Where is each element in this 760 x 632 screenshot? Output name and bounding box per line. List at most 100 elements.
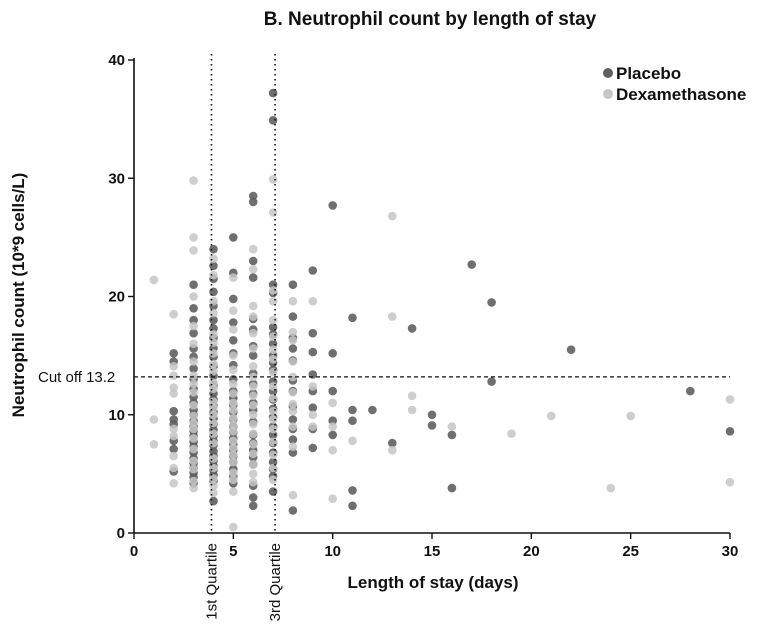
placebo-point (209, 287, 218, 297)
placebo-point (348, 405, 357, 415)
dexamethasone-point (388, 211, 397, 221)
dexamethasone-point (189, 424, 198, 434)
dexamethasone-point (189, 233, 198, 242)
x-tick-label: 20 (523, 543, 540, 560)
dexamethasone-point (308, 296, 318, 306)
legend-marker-dexamethasone (603, 89, 613, 99)
dexamethasone-point (288, 388, 298, 397)
dexamethasone-point (248, 244, 258, 254)
placebo-point (268, 280, 278, 290)
placebo-point (169, 349, 178, 358)
dexamethasone-point (189, 371, 198, 381)
placebo-point (368, 405, 377, 415)
dexamethasone-point (268, 296, 278, 306)
dexamethasone-point (229, 398, 238, 408)
dexamethasone-point (209, 330, 218, 339)
legend-marker-placebo (603, 68, 613, 78)
x-tick-label: 5 (229, 543, 237, 560)
dexamethasone-point (229, 351, 238, 360)
dexamethasone-point (229, 273, 238, 282)
placebo-point (447, 483, 457, 493)
placebo-point (487, 377, 496, 386)
dexamethasone-point (209, 254, 218, 263)
dexamethasone-point (288, 372, 298, 382)
placebo-point (189, 364, 198, 373)
dexamethasone-point (169, 431, 178, 441)
dexamethasone-point (268, 315, 278, 325)
placebo-point (248, 256, 258, 266)
dexamethasone-point (328, 445, 338, 455)
placebo-point (427, 421, 437, 430)
dexamethasone-point (248, 328, 258, 338)
y-axis-label: Neutrophil count (10*9 cells/L) (9, 173, 28, 418)
dexamethasone-point (209, 308, 218, 318)
dexamethasone-point (229, 389, 238, 398)
dexamethasone-point (507, 429, 516, 439)
dexamethasone-point (229, 379, 238, 389)
dexamethasone-point (169, 309, 178, 319)
placebo-point (308, 443, 318, 453)
dexamethasone-point (209, 338, 218, 347)
dexamethasone-point (189, 321, 198, 331)
dexamethasone-point (189, 379, 198, 389)
dexamethasone-point (248, 382, 258, 391)
dexamethasone-point (169, 451, 178, 461)
placebo-point (308, 347, 318, 357)
placebo-point (686, 386, 695, 396)
dexamethasone-point (268, 437, 278, 447)
dexamethasone-point (248, 301, 258, 311)
dexamethasone-point (308, 410, 318, 420)
dexamethasone-point (229, 475, 238, 485)
dexamethasone-point (169, 479, 178, 488)
y-tick-label: 40 (108, 52, 125, 69)
placebo-point (268, 487, 278, 496)
placebo-point (169, 406, 178, 416)
dexamethasone-point (288, 357, 298, 366)
dexamethasone-point (328, 422, 338, 431)
dexamethasone-point (268, 393, 278, 403)
dexamethasone-point (268, 208, 278, 217)
dexamethasone-point (288, 406, 298, 416)
placebo-point (169, 444, 178, 454)
placebo-point (268, 88, 278, 98)
placebo-point (328, 349, 338, 358)
dexamethasone-point (248, 362, 258, 371)
y-tick-label: 0 (117, 525, 125, 542)
placebo-point (328, 416, 338, 426)
axes: 0 5 10 15 20 25 30 0 10 20 30 40 (108, 52, 738, 560)
dexamethasone-point (209, 384, 218, 394)
placebo-point (189, 328, 198, 338)
dexamethasone-point (248, 419, 258, 429)
dexamethasone-point (308, 422, 318, 431)
dexamethasone-point (189, 456, 198, 466)
dexamethasone-point (248, 469, 258, 479)
dexamethasone-point (229, 457, 238, 467)
dexamethasone-point (248, 477, 258, 487)
placebo-point (725, 427, 735, 436)
dexamethasone-point (189, 444, 198, 454)
placebo-point (308, 403, 318, 413)
x-axis-label: Length of stay (days) (348, 573, 519, 592)
placebo-point (229, 336, 238, 345)
dexamethasone-point (189, 411, 198, 421)
placebo-point (189, 315, 198, 325)
placebo-point (348, 416, 357, 426)
dexamethasone-point (189, 476, 198, 486)
placebo-point (288, 344, 298, 353)
dexamethasone-point (229, 487, 238, 496)
dexamethasone-point (546, 411, 556, 421)
dexamethasone-point (388, 312, 397, 321)
dexamethasone-point (248, 460, 258, 469)
dexamethasone-point (288, 336, 298, 345)
x-tick-label: 10 (324, 543, 341, 560)
placebo-point (467, 260, 477, 269)
dexamethasone-point (229, 306, 238, 316)
placebo-point (328, 386, 338, 396)
dexamethasone-point (308, 382, 318, 391)
legend-label-dexamethasone: Dexamethasone (616, 85, 746, 104)
x-tick-label: 25 (622, 543, 639, 560)
dexamethasone-point (189, 339, 198, 349)
dexamethasone-point (268, 463, 278, 473)
dexamethasone-point (328, 398, 338, 408)
legend-label-placebo: Placebo (616, 64, 681, 83)
